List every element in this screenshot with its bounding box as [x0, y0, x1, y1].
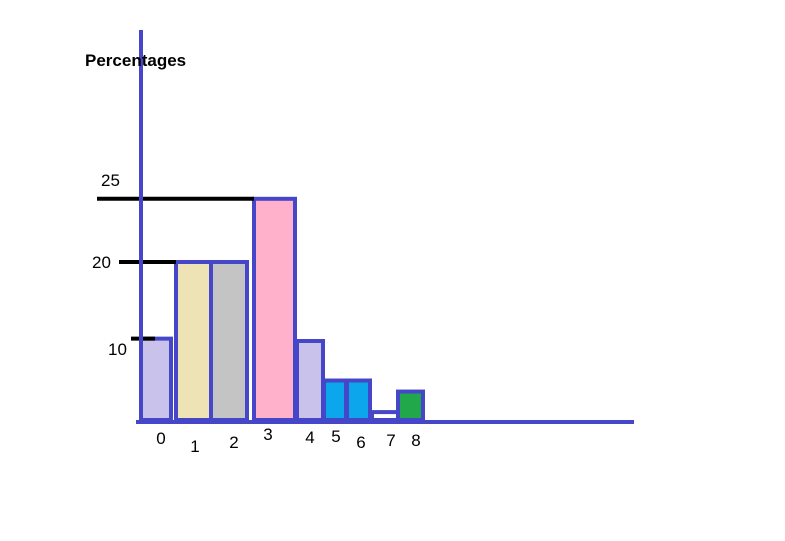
category-label: 8	[411, 431, 420, 450]
category-label: 0	[156, 429, 165, 448]
axes-layer	[136, 30, 634, 424]
bar-6	[345, 378, 372, 422]
bar-7	[370, 410, 400, 423]
bar-8	[396, 389, 425, 422]
y-tick-label: 20	[92, 253, 111, 272]
category-label: 1	[190, 437, 199, 456]
y-tick-label: 25	[101, 171, 120, 190]
category-label: 2	[229, 433, 238, 452]
category-label: 4	[305, 428, 314, 447]
y-tick-label: 10	[108, 340, 127, 359]
bar-5	[322, 378, 348, 422]
category-label: 7	[386, 431, 395, 450]
category-label: 6	[356, 433, 365, 452]
bar-0	[139, 336, 173, 423]
category-label: 3	[263, 425, 272, 444]
bar-4	[295, 339, 325, 422]
category-label: 5	[331, 427, 340, 446]
y-tick-labels: 10 20 25	[92, 171, 127, 359]
y-axis-label: Percentages	[85, 51, 186, 70]
bar-1	[174, 260, 213, 422]
bars-layer	[139, 196, 425, 423]
bar-2	[209, 260, 249, 422]
bar-3	[252, 196, 297, 422]
